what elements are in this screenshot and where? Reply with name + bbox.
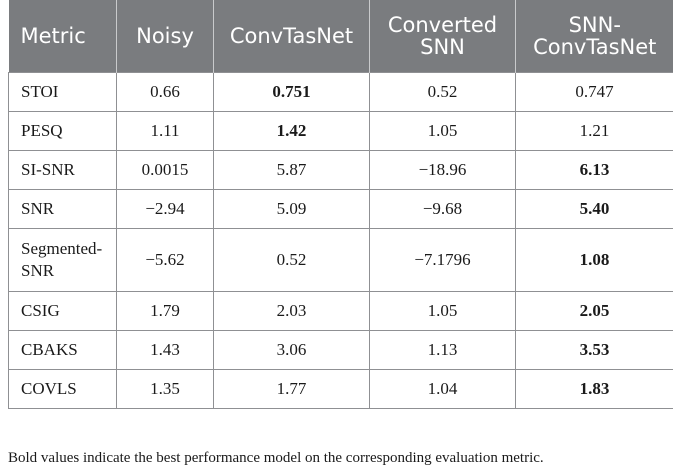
value-cell: 1.35 (116, 369, 214, 409)
header-noisy: Noisy (116, 0, 214, 73)
value-cell: −2.94 (116, 189, 214, 229)
metric-cell: CBAKS (8, 330, 117, 370)
header-snn-convtasnet: SNN- ConvTasNet (515, 0, 673, 73)
value-cell: 1.42 (213, 111, 370, 151)
header-metric: Metric (8, 0, 117, 73)
table-row: CSIG 1.79 2.03 1.05 2.05 (8, 291, 673, 331)
metric-cell: CSIG (8, 291, 117, 331)
table-row: Segmented- SNR −5.62 0.52 −7.1796 1.08 (8, 228, 673, 292)
value-cell: 3.06 (213, 330, 370, 370)
value-cell: 1.05 (369, 291, 516, 331)
value-cell: 1.04 (369, 369, 516, 409)
value-cell: 1.11 (116, 111, 214, 151)
value-cell: 0.52 (369, 72, 516, 112)
value-cell: 2.03 (213, 291, 370, 331)
value-cell: −7.1796 (369, 228, 516, 292)
header-converted-snn: Converted SNN (369, 0, 516, 73)
table-row: STOI 0.66 0.751 0.52 0.747 (8, 72, 673, 112)
table-row: COVLS 1.35 1.77 1.04 1.83 (8, 369, 673, 409)
value-cell: 2.05 (515, 291, 673, 331)
table-row: CBAKS 1.43 3.06 1.13 3.53 (8, 330, 673, 370)
value-cell: 0.747 (515, 72, 673, 112)
results-table-container: Metric Noisy ConvTasNet Converted SNN SNN… (8, 0, 673, 409)
value-cell: 1.05 (369, 111, 516, 151)
table-row: SI-SNR 0.0015 5.87 −18.96 6.13 (8, 150, 673, 190)
value-cell: 5.09 (213, 189, 370, 229)
value-cell: 1.79 (116, 291, 214, 331)
metric-cell: PESQ (8, 111, 117, 151)
value-cell: 0.0015 (116, 150, 214, 190)
value-cell: 5.40 (515, 189, 673, 229)
table-row: SNR −2.94 5.09 −9.68 5.40 (8, 189, 673, 229)
value-cell: 1.08 (515, 228, 673, 292)
table-footnote: Bold values indicate the best performanc… (8, 450, 544, 466)
value-cell: −5.62 (116, 228, 214, 292)
metric-cell: SNR (8, 189, 117, 229)
value-cell: 1.83 (515, 369, 673, 409)
metric-cell: Segmented- SNR (8, 228, 117, 292)
value-cell: 1.21 (515, 111, 673, 151)
value-cell: 5.87 (213, 150, 370, 190)
metric-cell: STOI (8, 72, 117, 112)
value-cell: 1.77 (213, 369, 370, 409)
header-convtasnet: ConvTasNet (213, 0, 370, 73)
metric-cell: COVLS (8, 369, 117, 409)
value-cell: 1.13 (369, 330, 516, 370)
table-row: PESQ 1.11 1.42 1.05 1.21 (8, 111, 673, 151)
value-cell: 0.52 (213, 228, 370, 292)
value-cell: 3.53 (515, 330, 673, 370)
value-cell: 1.43 (116, 330, 214, 370)
value-cell: 0.66 (116, 72, 214, 112)
table-header-row: Metric Noisy ConvTasNet Converted SNN SNN… (8, 0, 673, 73)
value-cell: 6.13 (515, 150, 673, 190)
value-cell: −9.68 (369, 189, 516, 229)
results-table: Metric Noisy ConvTasNet Converted SNN SNN… (8, 0, 673, 409)
value-cell: −18.96 (369, 150, 516, 190)
metric-cell: SI-SNR (8, 150, 117, 190)
value-cell: 0.751 (213, 72, 370, 112)
